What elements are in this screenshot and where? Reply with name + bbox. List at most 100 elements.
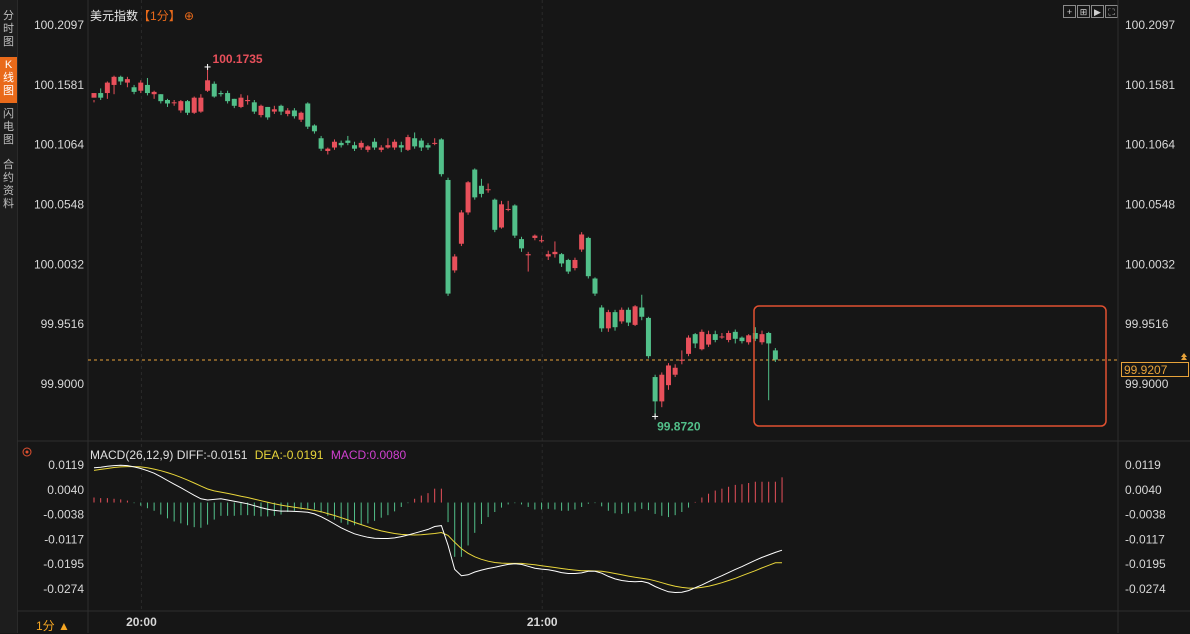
candle-body [766, 332, 772, 344]
candle-body [164, 99, 170, 104]
candle-body [772, 350, 778, 360]
period-selector-button[interactable]: 1分 ▲ [36, 619, 70, 633]
candle-body [205, 80, 211, 91]
candle-body [565, 259, 571, 272]
high-annotation: 100.1735 [213, 52, 263, 66]
candle-body [231, 98, 237, 106]
candle-body [639, 307, 645, 317]
candle-body [372, 141, 378, 148]
price-tick-right: 99.9516 [1125, 317, 1169, 331]
price-tick-left: 99.9000 [41, 377, 85, 391]
candle-body [291, 110, 297, 117]
candle-body [378, 147, 384, 150]
candle-body [318, 138, 324, 149]
candle-body [465, 182, 471, 213]
candle-body [605, 312, 611, 329]
candle-body [405, 137, 411, 150]
candle-body [245, 99, 251, 102]
price-tick-left: 100.2097 [34, 18, 84, 32]
macd-tick-left: 0.0119 [48, 458, 84, 472]
price-tick-right: 100.2097 [1125, 18, 1175, 32]
candle-body [645, 317, 651, 357]
price-tick-right: 99.9000 [1125, 377, 1169, 391]
indicator-settings-icon [22, 447, 32, 457]
candle-body [452, 256, 458, 271]
candle-body [592, 278, 598, 294]
candle-body [458, 212, 464, 244]
candle-body [325, 148, 331, 152]
macd-tick-right: 0.0040 [1125, 483, 1162, 497]
add-indicator-icon[interactable]: ⊕ [184, 9, 195, 23]
tab-time-sharing[interactable]: 分时图 [3, 10, 14, 48]
candle-body [572, 259, 578, 269]
candle-body [225, 93, 231, 102]
candle-body [732, 331, 738, 339]
candle-body [271, 109, 277, 112]
chart-toolbar: + ⊞ ▶ ⛶ [1063, 5, 1118, 18]
candle-body [251, 102, 257, 112]
chart-header: 美元指数【1分】 ⊕ [90, 7, 194, 24]
candle-body [659, 374, 665, 402]
candle-body [672, 367, 678, 375]
candle-body [505, 208, 511, 210]
price-tick-left: 100.0032 [34, 257, 84, 271]
candle-body [345, 140, 351, 143]
candle-body [492, 199, 498, 230]
highlight-box [753, 305, 1107, 427]
candle-body [124, 79, 130, 83]
price-tick-left: 99.9516 [41, 317, 85, 331]
price-tick-right: 100.0032 [1125, 257, 1175, 271]
candle-body [91, 93, 97, 98]
macd-tick-left: -0.0195 [43, 557, 84, 571]
expand-icon[interactable]: ⊞ [1077, 5, 1090, 18]
candle-body [552, 251, 558, 255]
candle-body [519, 239, 525, 249]
macd-tick-right: -0.0195 [1125, 557, 1166, 571]
macd-tick-left: 0.0040 [47, 483, 84, 497]
candle-body [331, 141, 337, 148]
candle-body [706, 334, 712, 345]
candle-body [178, 101, 184, 111]
candle-body [692, 334, 698, 344]
crosshair-icon[interactable]: + [1063, 5, 1076, 18]
price-tick-left: 100.1581 [34, 78, 84, 92]
candle-body [392, 141, 398, 148]
candle-body [158, 94, 164, 102]
price-tick-left: 100.1064 [34, 138, 84, 152]
candle-body [599, 307, 605, 329]
candle-body [686, 337, 692, 354]
candle-body [525, 254, 531, 256]
candle-body [285, 110, 291, 114]
macd-value: MACD:0.0080 [330, 448, 407, 462]
candle-body [425, 145, 431, 148]
period-tag: 【1分】 [138, 9, 181, 23]
candle-body [432, 142, 438, 144]
candle-body [138, 82, 144, 91]
candle-body [472, 169, 478, 198]
candle-body [398, 145, 404, 148]
tab-lightning[interactable]: 闪电图 [3, 108, 14, 146]
macd-diff-value: DIFF:-0.0151 [176, 448, 248, 462]
candle-body [759, 334, 765, 343]
candle-body [151, 91, 157, 95]
price-tick-right: 100.1581 [1125, 78, 1175, 92]
candle-body [131, 87, 137, 92]
macd-header: MACD(26,12,9) DIFF:-0.0151 DEA:-0.0191 M… [90, 448, 406, 462]
dea-line [93, 466, 782, 589]
candle-body [358, 142, 364, 148]
diff-line [93, 464, 783, 594]
macd-name: MACD(26,12,9) [90, 448, 174, 462]
candle-body [726, 332, 732, 340]
candle-body [532, 235, 538, 238]
candle-body [752, 332, 758, 339]
candle-body [311, 125, 317, 132]
candle-body [111, 76, 117, 85]
candle-body [278, 105, 284, 112]
macd-tick-left: -0.0117 [44, 532, 84, 546]
tab-contract-info[interactable]: 合约资料 [3, 159, 14, 210]
candle-body [699, 331, 705, 350]
play-icon[interactable]: ▶ [1091, 5, 1104, 18]
